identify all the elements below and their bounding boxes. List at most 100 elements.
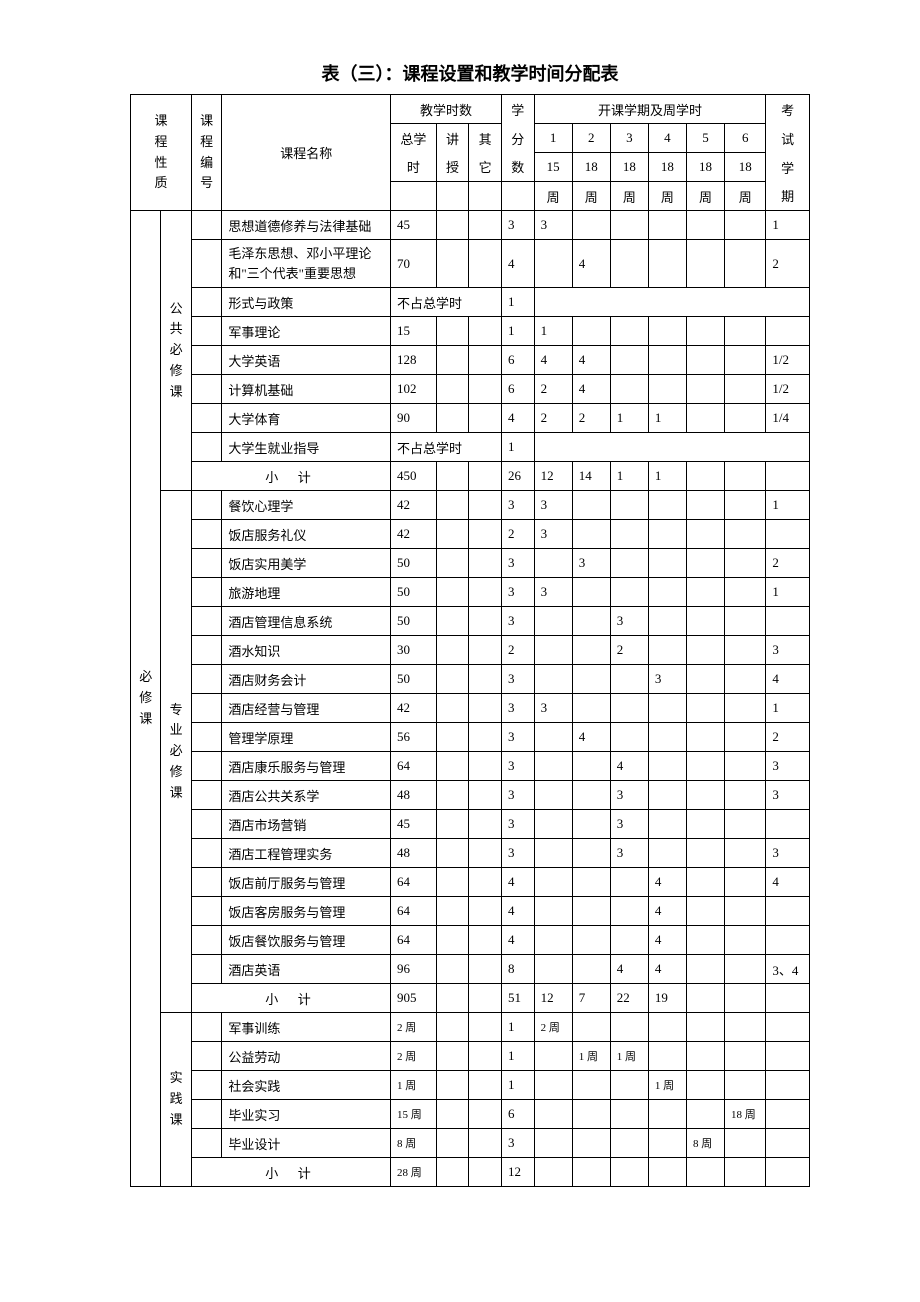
course-sem-6	[725, 1013, 766, 1042]
course-lecture	[436, 607, 469, 636]
course-sem-4: 3	[648, 665, 686, 694]
header-other: 其	[469, 124, 502, 153]
course-sem-1	[534, 897, 572, 926]
course-name: 酒水知识	[222, 636, 391, 665]
subtotal-sem-2: 7	[572, 984, 610, 1013]
course-credits: 3	[501, 723, 534, 752]
course-credits: 1	[501, 433, 534, 462]
course-code	[191, 868, 221, 897]
course-sem-4	[648, 607, 686, 636]
course-credits: 3	[501, 491, 534, 520]
header-sem-1: 1	[534, 124, 572, 153]
subtotal-sem-2	[572, 1158, 610, 1187]
course-name: 酒店公共关系学	[222, 781, 391, 810]
course-sem-3: 4	[610, 955, 648, 984]
course-sem-6	[725, 1129, 766, 1158]
course-sem-3: 1	[610, 404, 648, 433]
course-code	[191, 607, 221, 636]
course-sem-3	[610, 1129, 648, 1158]
subtotal-lecture	[436, 1158, 469, 1187]
course-total: 56	[391, 723, 437, 752]
course-name: 酒店英语	[222, 955, 391, 984]
course-credits: 3	[501, 578, 534, 607]
course-lecture	[436, 491, 469, 520]
course-total: 50	[391, 578, 437, 607]
subtotal-label: 小计	[191, 984, 390, 1013]
subtotal-sem-1: 12	[534, 984, 572, 1013]
subtotal-sem-3: 1	[610, 462, 648, 491]
course-sem-1: 3	[534, 211, 572, 240]
course-sem-6	[725, 317, 766, 346]
course-lecture	[436, 1100, 469, 1129]
course-sem-6	[725, 375, 766, 404]
course-code	[191, 375, 221, 404]
header-nature: 课程性质	[131, 95, 192, 211]
course-sem-6	[725, 404, 766, 433]
course-name: 饭店餐饮服务与管理	[222, 926, 391, 955]
course-sem-3	[610, 491, 648, 520]
course-sem-3	[610, 317, 648, 346]
course-lecture	[436, 752, 469, 781]
course-sem-4	[648, 317, 686, 346]
subtotal-sem-3: 22	[610, 984, 648, 1013]
course-sem-4: 4	[648, 897, 686, 926]
course-exam: 1/2	[766, 346, 810, 375]
course-name: 社会实践	[222, 1071, 391, 1100]
course-exam: 1/2	[766, 375, 810, 404]
course-name: 公益劳动	[222, 1042, 391, 1071]
course-credits: 6	[501, 1100, 534, 1129]
course-other	[469, 694, 502, 723]
subtotal-credits: 51	[501, 984, 534, 1013]
header-week-label: 周	[534, 182, 572, 211]
course-sem-4	[648, 810, 686, 839]
course-sem-5	[686, 211, 724, 240]
course-code	[191, 549, 221, 578]
course-credits: 2	[501, 520, 534, 549]
header-weeks-1: 15	[534, 153, 572, 182]
course-sem-3	[610, 897, 648, 926]
header-credits: 学	[501, 95, 534, 124]
course-lecture	[436, 549, 469, 578]
course-exam: 3	[766, 781, 810, 810]
course-sem-4	[648, 1129, 686, 1158]
course-sem-1	[534, 781, 572, 810]
table-title: 表（三）：课程设置和教学时间分配表	[130, 60, 810, 86]
course-sem-4	[648, 240, 686, 288]
course-credits: 3	[501, 607, 534, 636]
course-other	[469, 868, 502, 897]
course-name: 酒店经营与管理	[222, 694, 391, 723]
course-sem-2	[572, 636, 610, 665]
course-total: 90	[391, 404, 437, 433]
course-total: 70	[391, 240, 437, 288]
course-sem-2: 4	[572, 375, 610, 404]
course-sem-3: 4	[610, 752, 648, 781]
course-name: 酒店工程管理实务	[222, 839, 391, 868]
course-exam: 1	[766, 694, 810, 723]
course-sem-4: 4	[648, 955, 686, 984]
course-sem-1	[534, 926, 572, 955]
course-lecture	[436, 636, 469, 665]
course-sem-5	[686, 1013, 724, 1042]
course-other	[469, 520, 502, 549]
curriculum-table: 课程性质课程编号课程名称教学时数学开课学期及周学时考总学讲其分123456试时授…	[130, 94, 810, 1187]
subtotal-sem-1: 12	[534, 462, 572, 491]
course-sem-6	[725, 1042, 766, 1071]
course-credits: 3	[501, 694, 534, 723]
course-sem-2	[572, 491, 610, 520]
course-sem-5	[686, 240, 724, 288]
course-sem-4	[648, 1042, 686, 1071]
course-code	[191, 404, 221, 433]
course-total: 42	[391, 520, 437, 549]
course-sem-4	[648, 752, 686, 781]
course-sem-5	[686, 1042, 724, 1071]
course-lecture	[436, 781, 469, 810]
course-sem-3	[610, 520, 648, 549]
course-other	[469, 955, 502, 984]
course-exam	[766, 1129, 810, 1158]
course-code	[191, 1042, 221, 1071]
course-total: 42	[391, 491, 437, 520]
course-sem-6	[725, 723, 766, 752]
course-credits: 4	[501, 926, 534, 955]
course-code	[191, 781, 221, 810]
course-credits: 1	[501, 1013, 534, 1042]
